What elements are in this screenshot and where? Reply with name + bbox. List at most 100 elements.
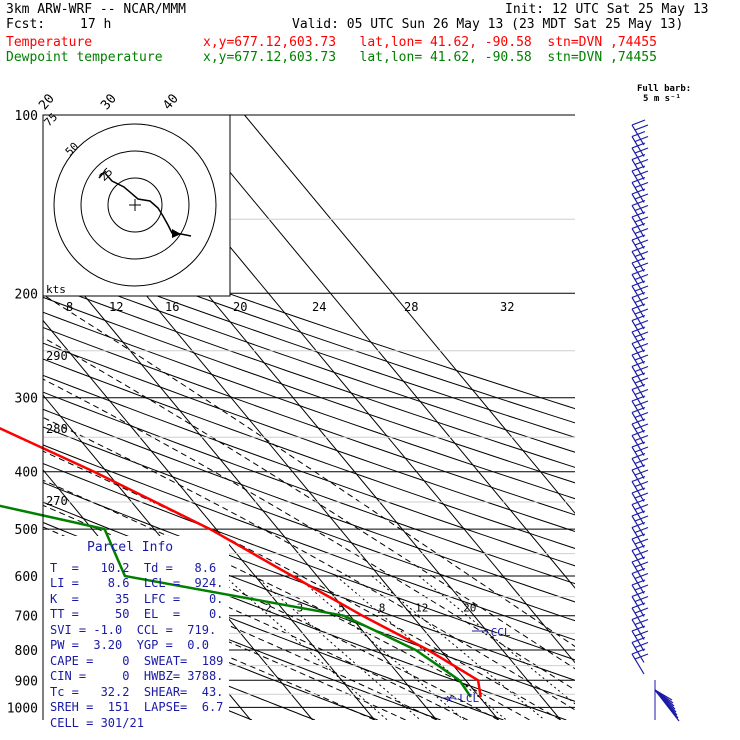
temperature-trace	[0, 426, 482, 698]
wind-barb-flag	[631, 625, 646, 632]
wind-barb-flag	[631, 165, 646, 172]
wind-barb-staff	[631, 239, 645, 261]
wind-barb-flag	[634, 135, 649, 143]
dry-adiabat	[43, 326, 575, 516]
wind-barb-staff	[631, 205, 645, 226]
mixing-ratio-label: 20	[463, 602, 476, 615]
hodograph-ring	[53, 123, 217, 287]
wind-barb-flag	[634, 227, 649, 235]
parcel-row: CAPE = 0 SWEAT= 189	[50, 654, 224, 668]
wind-barb-flag	[634, 342, 649, 350]
wind-barb-staff	[631, 354, 645, 376]
wind-barb-staff	[631, 435, 645, 456]
isotherm-label: 30	[98, 91, 120, 113]
wind-barb-flag	[631, 188, 646, 195]
parcel-row: LI = 8.6 LCL = 924.	[50, 576, 224, 590]
wind-barb-staff	[631, 251, 645, 272]
parcel-row: K = 35 LFC = 0.	[50, 592, 224, 606]
wind-barb-flag	[634, 653, 649, 660]
wind-barb-staff	[631, 400, 645, 422]
wind-barb-flag	[631, 487, 646, 494]
ccl-text: CCL	[491, 626, 511, 639]
wind-barb-flag	[634, 572, 649, 580]
wind-barb-flag	[634, 584, 649, 591]
wind-barb-flag	[631, 199, 646, 207]
wind-barb-staff	[631, 124, 645, 146]
wind-barb-flag	[631, 556, 646, 563]
speed-axis: 8 12 16 20 24 28 32	[66, 300, 514, 314]
wind-barb-flag	[634, 170, 649, 177]
wind-barb-staff	[631, 584, 645, 606]
mixing-ratio-line	[296, 575, 465, 720]
wind-barb-flag	[634, 641, 649, 649]
wind-barb-flag	[634, 296, 649, 304]
speed-axis-label: 32	[500, 300, 514, 314]
isotherm-label: 40	[160, 91, 182, 113]
wind-barb-flag	[631, 648, 646, 655]
wind-barb-staff	[631, 262, 645, 284]
wind-barb-flag	[631, 383, 646, 391]
dry-adiabat	[43, 267, 575, 453]
wind-barb-staff	[631, 331, 645, 353]
wind-barb-staff	[631, 550, 645, 571]
forecast-label: Fcst:	[6, 17, 46, 32]
pressure-label: 200	[15, 287, 38, 302]
parcel-row: PW = 3.20 YGP = 0.0	[50, 638, 209, 652]
wind-barb-staff	[631, 504, 645, 525]
wind-barb-flag	[634, 158, 649, 166]
wind-barb-flag	[631, 602, 646, 609]
wind-barb-staff	[631, 607, 645, 629]
lcl-text: LCL	[459, 692, 479, 705]
wind-barb-flag	[634, 193, 649, 200]
wind-barb-flag	[634, 388, 649, 396]
parcel-row: CELL = 301/21	[50, 716, 144, 730]
wind-barb-flag	[634, 124, 649, 131]
moist-adiabat	[43, 336, 575, 670]
wind-barb-staff	[631, 343, 645, 364]
barb-legend-units: 5 m s⁻¹	[643, 94, 681, 104]
wind-barb-flag	[631, 257, 646, 264]
wind-barb-flag	[631, 498, 646, 506]
wind-barb-staff	[631, 561, 645, 583]
speed-axis-label: 16	[165, 300, 179, 314]
wind-barb-flag	[634, 377, 649, 384]
hodograph-ring	[80, 150, 190, 260]
wind-barb-flag	[634, 331, 649, 338]
wind-barb-staff	[631, 446, 645, 468]
dewpoint-trace	[0, 504, 472, 698]
wind-barb-flag	[634, 469, 649, 476]
wind-barb-flag	[634, 411, 649, 419]
mixing-ratio-line	[335, 575, 507, 720]
wind-barb-flag	[634, 147, 649, 154]
moist-adiabat	[43, 450, 561, 720]
wind-barb-staff	[631, 630, 645, 652]
wind-barb-flag	[634, 492, 649, 499]
wind-barb-flag	[631, 142, 646, 149]
dry-adiabat	[43, 311, 575, 500]
wind-barb-flag	[634, 250, 649, 258]
isentrope-label: 290	[46, 349, 68, 363]
wind-barb-flag	[631, 234, 646, 241]
wind-barb-flag	[631, 314, 646, 322]
wind-barb-flag	[634, 526, 649, 534]
wind-barb-flag	[631, 326, 646, 333]
parcel-row: SREH = 151 LAPSE= 6.7	[50, 700, 224, 714]
dry-adiabat	[43, 391, 575, 585]
wind-barb-staff	[631, 182, 645, 203]
wind-barb-flag	[631, 153, 646, 161]
wind-barb-flag	[634, 434, 649, 442]
dry-adiabat	[43, 482, 575, 681]
wind-barb-staff	[631, 228, 645, 249]
dry-adiabat	[43, 586, 378, 720]
isotherm	[244, 115, 575, 515]
dewpoint-legend: Dewpoint temperature	[6, 50, 163, 65]
wind-barb-staff	[631, 412, 645, 433]
wind-barb-staff	[631, 527, 645, 548]
ccl-label: -CCL	[484, 626, 511, 639]
wind-barb-flag	[631, 590, 646, 598]
speed-axis-label: 8	[66, 300, 73, 314]
hodograph-ring	[107, 177, 163, 233]
wind-barb-flag	[634, 561, 649, 568]
wind-barb-flag	[634, 549, 649, 557]
wind-barb-flag	[634, 354, 649, 361]
